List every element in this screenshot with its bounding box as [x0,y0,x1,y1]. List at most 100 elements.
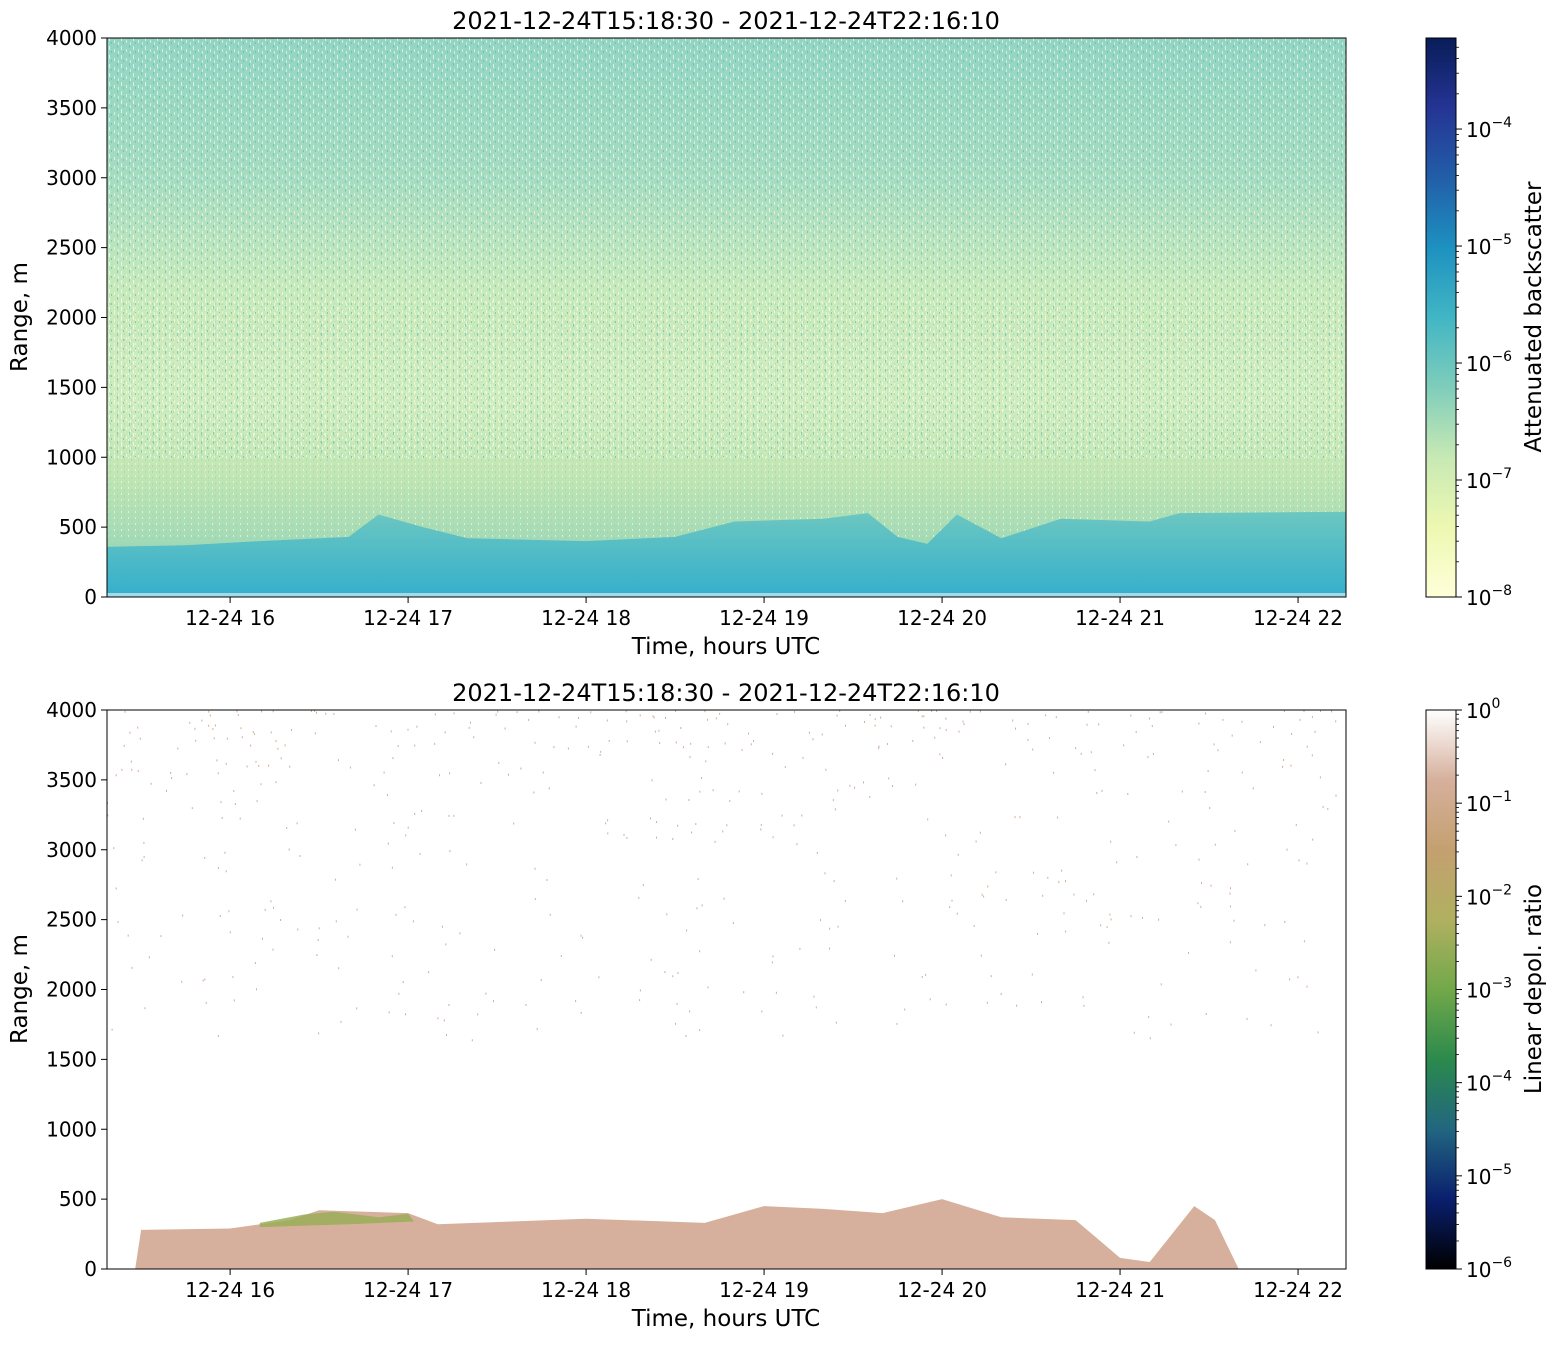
depol-noise-dot [719,712,721,715]
depol-noise-dot [1123,744,1125,747]
depol-noise-dot [473,736,475,739]
depol-noise-dot [915,783,917,786]
depol-noise-dot [1204,791,1206,793]
depol-noise-dot [186,773,188,776]
y-tick-label: 2500 [46,908,97,932]
depol-noise-dot [1152,752,1154,755]
depol-noise-dot [470,721,471,724]
depol-noise-dot [659,742,661,744]
depol-noise-dot [1306,862,1308,865]
depol-noise-dot [666,913,668,916]
depol-noise-dot [1252,787,1254,790]
depol-noise-dot [689,1010,691,1013]
depol-noise-dot [1053,771,1055,774]
depol-noise-dot [1108,941,1110,944]
depol-noise-dot [625,710,627,713]
depol-noise-dot [1284,921,1286,923]
depol-noise-dots [107,710,1337,1042]
backscatter-panel: 2021-12-24T15:18:30 - 2021-12-24T22:16:1… [7,7,1547,660]
y-tick-label: 3500 [46,96,97,120]
depol-noise-dot [142,817,144,820]
depol-noise-dot [587,745,589,748]
colorbar-tick-exponent: −4 [1491,115,1512,131]
depol-noise-dot [963,723,965,726]
depol-noise-dot [775,991,777,994]
depol-noise-dot [1320,710,1321,713]
depol-noise-dot [252,731,254,734]
colorbar-tick-label: 10−6 [1466,1255,1512,1282]
depol-noise-dot [894,954,895,957]
depol-noise-dot [973,924,975,927]
depol-noise-dot [672,975,674,978]
depol-noise-dot [1019,816,1021,819]
depol-noise-dot [1015,727,1016,730]
depol-noise-dot [280,919,282,921]
depol-noise-dot [1158,918,1160,921]
depol-noise-dot [212,728,214,731]
depol-noise-dot [575,725,577,728]
depol-noise-dot [1229,905,1231,908]
y-tick-label: 2500 [46,236,97,260]
depol-noise-dot [600,750,602,753]
depol-noise-dot [170,772,172,774]
depol-noise-dot [931,710,933,712]
depol-noise-dot [1027,738,1029,741]
depol-noise-dot [1073,893,1075,896]
depol-noise-dot [1101,789,1103,792]
y-tick-label: 3500 [46,768,97,792]
depol-noise-dot [626,720,628,723]
depol-noise-dot [925,973,927,976]
colorbar-tick-base: 10 [1466,118,1491,142]
depol-noise-dot [1241,771,1243,774]
depol-noise-dot [534,741,536,744]
depol-noise-dot [148,956,150,959]
depol-noise-dot [220,801,222,804]
depol-noise-dot [121,768,123,771]
depol-noise-dot [821,733,823,736]
depol-noise-dot [1087,710,1089,713]
depol-noise-dot [723,897,725,900]
depol-noise-dot [1096,792,1098,794]
depol-noise-dot [727,723,729,726]
depol-noise-dot [580,934,582,937]
backscatter-noise-lower [107,300,1346,540]
depol-noise-dot [796,843,798,846]
colorbar-tick-label: 10−4 [1466,115,1512,142]
depol-noise-dot [237,714,239,716]
depol-noise-dot [291,728,292,731]
depol-noise-dot [1065,880,1066,883]
colorbar-tick-base: 10 [1466,792,1491,816]
depol-noise-dot [398,992,400,995]
depol-noise-dot [1283,759,1285,761]
depol-noise-dot [1335,794,1337,797]
depol-noise-dot [253,733,255,736]
depol-noise-dot [741,748,743,751]
depol-noise-dot [1168,820,1170,823]
depol-noise-dot [209,714,211,717]
depol-noise-dot [639,989,641,992]
depol-noise-dot [812,738,814,741]
depol-noise-dot [782,1034,784,1037]
depol-noise-dot [127,934,129,937]
x-tick-label: 12-24 18 [541,606,631,630]
depol-noise-dot [896,1022,898,1025]
depol-noise-dot [391,866,393,869]
depol-noise-dot [799,947,801,950]
depol-noise-dot [1241,720,1243,723]
depol-noise-dot [665,717,666,719]
depol-noise-dot [760,828,762,831]
y-tick-label: 4000 [46,698,97,722]
depol-noise-dot [575,1000,577,1002]
depol-noise-dot [1311,754,1313,757]
depol-noise-dot [201,719,203,722]
depol-noise-dot [275,781,277,784]
depol-noise-dot [921,715,923,718]
depol-noise-dot [936,710,938,712]
depol-noise-dot [623,833,625,836]
depol-noise-dot [314,732,316,735]
depol-noise-dot [801,814,803,817]
depol-noise-dot [686,929,688,932]
depol-noise-dot [863,781,864,784]
depol-noise-dot [626,740,628,743]
depol-noise-dot [677,972,679,974]
